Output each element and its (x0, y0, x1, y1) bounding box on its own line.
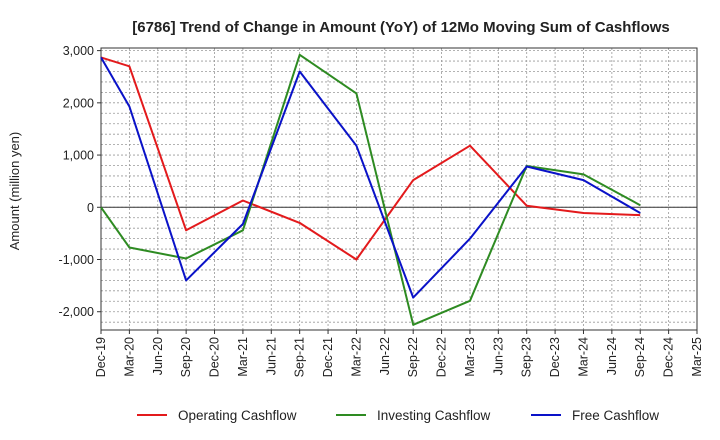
legend-label-operating-cashflow: Operating Cashflow (178, 408, 297, 423)
x-tick-label-Jun-21: Jun-21 (264, 337, 278, 375)
x-tick-label-Sep-21: Sep-21 (293, 337, 307, 377)
x-tick-label-Sep-23: Sep-23 (520, 337, 534, 377)
grid-lines (100, 48, 698, 330)
y-tick-label: 2,000 (63, 96, 94, 110)
x-tick-label-Mar-24: Mar-24 (576, 337, 590, 377)
x-tick-label-Mar-23: Mar-23 (463, 337, 477, 377)
x-tick-label-Mar-22: Mar-22 (349, 337, 363, 377)
x-tick-label-Mar-25: Mar-25 (690, 337, 704, 377)
legend: Operating Cashflow Investing Cashflow Free… (137, 408, 659, 423)
y-tick-label: 3,000 (63, 44, 94, 58)
x-tick-label-Sep-20: Sep-20 (179, 337, 193, 377)
x-tick-label-Dec-19: Dec-19 (94, 337, 108, 377)
x-tick-label-Jun-20: Jun-20 (151, 337, 165, 375)
legend-label-investing-cashflow: Investing Cashflow (377, 408, 491, 423)
x-tick-label-Dec-24: Dec-24 (662, 337, 676, 377)
x-tick-labels: Dec-19 Mar-20 Jun-20 Sep-20 Dec-20 Mar-21 Jun-… (94, 330, 704, 377)
y-tick-label: -1,000 (59, 253, 94, 267)
x-tick-label-Jun-22: Jun-22 (378, 337, 392, 375)
chart-title: [6786] Trend of Change in Amount (YoY) o… (132, 19, 670, 36)
legend-label-free-cashflow: Free Cashflow (572, 408, 659, 423)
x-tick-label-Dec-23: Dec-23 (548, 337, 562, 377)
x-tick-label-Mar-21: Mar-21 (236, 337, 250, 377)
y-tick-label: -2,000 (59, 305, 94, 319)
plot-area (100, 47, 698, 331)
y-axis-label: Amount (million yen) (7, 132, 22, 251)
series-line-investing-cashflow (100, 53, 641, 326)
y-tick-label: 0 (87, 201, 94, 215)
y-tick-labels: 3,000 2,000 1,000 0 -1,000 -2,000 (59, 44, 101, 319)
x-tick-label-Sep-24: Sep-24 (633, 337, 647, 377)
series-line-operating-cashflow (100, 56, 641, 261)
x-tick-label-Sep-22: Sep-22 (406, 337, 420, 377)
x-tick-label-Dec-20: Dec-20 (208, 337, 222, 377)
plot-border (100, 47, 698, 331)
x-tick-label-Mar-20: Mar-20 (122, 337, 136, 377)
series-lines (100, 53, 641, 326)
x-tick-label-Jun-23: Jun-23 (491, 337, 505, 375)
x-tick-label-Dec-21: Dec-21 (321, 337, 335, 377)
y-tick-label: 1,000 (63, 149, 94, 163)
x-tick-label-Jun-24: Jun-24 (605, 337, 619, 375)
series-line-free-cashflow (100, 56, 641, 299)
x-tick-label-Dec-22: Dec-22 (435, 337, 449, 377)
